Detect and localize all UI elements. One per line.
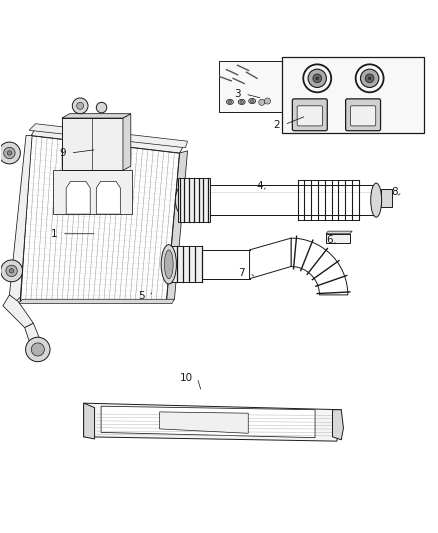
Polygon shape bbox=[62, 114, 131, 118]
Ellipse shape bbox=[175, 185, 193, 215]
Polygon shape bbox=[3, 295, 33, 328]
Text: 10: 10 bbox=[180, 373, 193, 383]
Text: 7: 7 bbox=[239, 268, 245, 278]
FancyBboxPatch shape bbox=[346, 99, 381, 131]
Polygon shape bbox=[381, 189, 392, 207]
FancyBboxPatch shape bbox=[292, 99, 327, 131]
Ellipse shape bbox=[164, 250, 173, 279]
Circle shape bbox=[265, 98, 271, 104]
Text: 5: 5 bbox=[138, 291, 145, 301]
Bar bbox=[283, 57, 424, 133]
Polygon shape bbox=[250, 238, 291, 279]
Circle shape bbox=[72, 98, 88, 114]
Circle shape bbox=[77, 102, 84, 109]
Polygon shape bbox=[25, 323, 42, 354]
Text: 8: 8 bbox=[392, 187, 398, 197]
Circle shape bbox=[0, 142, 20, 164]
Ellipse shape bbox=[226, 99, 233, 104]
Polygon shape bbox=[10, 135, 32, 302]
Text: 4: 4 bbox=[256, 181, 263, 191]
Polygon shape bbox=[123, 114, 131, 171]
Bar bbox=[219, 61, 283, 111]
Circle shape bbox=[1, 260, 22, 282]
Ellipse shape bbox=[249, 99, 256, 103]
Polygon shape bbox=[171, 246, 201, 282]
Polygon shape bbox=[171, 250, 250, 279]
Polygon shape bbox=[62, 118, 123, 171]
Circle shape bbox=[308, 69, 326, 87]
Circle shape bbox=[315, 77, 319, 80]
Circle shape bbox=[313, 74, 321, 83]
Polygon shape bbox=[96, 181, 120, 214]
Circle shape bbox=[251, 99, 254, 103]
Polygon shape bbox=[291, 238, 348, 295]
Polygon shape bbox=[84, 403, 341, 441]
Circle shape bbox=[259, 99, 265, 106]
Circle shape bbox=[228, 100, 232, 103]
Polygon shape bbox=[326, 231, 352, 234]
FancyBboxPatch shape bbox=[297, 106, 322, 126]
Polygon shape bbox=[326, 234, 350, 244]
Polygon shape bbox=[53, 171, 132, 214]
Polygon shape bbox=[31, 126, 185, 153]
Polygon shape bbox=[84, 403, 95, 439]
Text: 3: 3 bbox=[234, 89, 241, 99]
Circle shape bbox=[368, 77, 371, 80]
Circle shape bbox=[10, 269, 14, 273]
FancyBboxPatch shape bbox=[350, 106, 376, 126]
Polygon shape bbox=[184, 185, 376, 215]
Polygon shape bbox=[332, 410, 343, 440]
Ellipse shape bbox=[161, 245, 177, 284]
Circle shape bbox=[7, 151, 12, 155]
Polygon shape bbox=[177, 179, 210, 222]
Circle shape bbox=[96, 102, 107, 113]
Ellipse shape bbox=[371, 183, 381, 217]
Text: 2: 2 bbox=[273, 119, 280, 130]
Text: 9: 9 bbox=[60, 148, 66, 158]
Circle shape bbox=[360, 69, 379, 87]
Polygon shape bbox=[101, 406, 315, 438]
Text: 1: 1 bbox=[51, 229, 57, 239]
Polygon shape bbox=[166, 151, 187, 302]
Polygon shape bbox=[159, 412, 248, 433]
Text: 6: 6 bbox=[326, 235, 332, 245]
Polygon shape bbox=[18, 299, 174, 304]
Polygon shape bbox=[66, 181, 90, 214]
Circle shape bbox=[31, 343, 44, 356]
Circle shape bbox=[240, 100, 244, 103]
Polygon shape bbox=[29, 124, 187, 148]
Circle shape bbox=[6, 265, 17, 277]
Circle shape bbox=[4, 147, 15, 159]
Circle shape bbox=[365, 74, 374, 83]
Circle shape bbox=[25, 337, 50, 362]
Ellipse shape bbox=[238, 99, 245, 104]
